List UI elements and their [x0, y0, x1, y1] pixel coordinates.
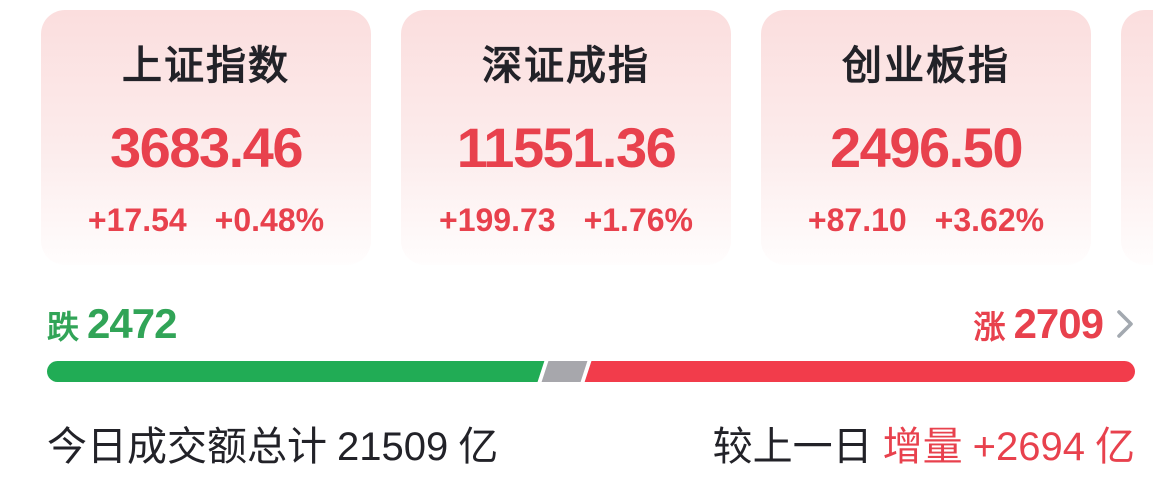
index-change-row: +199.73 +1.76% [439, 204, 693, 236]
index-card-shenzhen-component[interactable]: 深证成指 11551.36 +199.73 +1.76% [401, 10, 731, 265]
advancers-count: 2709 [1013, 300, 1104, 347]
decliners-count: 2472 [87, 300, 177, 347]
turnover-delta-value: +2694 [972, 425, 1085, 469]
index-card-partial[interactable] [1121, 10, 1153, 265]
turnover-row: 今日成交额总计 21509 亿 较上一日 增量 +2694 亿 [47, 424, 1135, 470]
index-change: +199.73 [439, 202, 556, 238]
index-change: +87.10 [807, 202, 907, 238]
index-cards-row[interactable]: 上证指数 3683.46 +17.54 +0.48% 深证成指 11551.36… [41, 10, 1153, 265]
turnover-vs-previous: 较上一日 增量 +2694 亿 [713, 424, 1135, 470]
decliners-label: 跌 [47, 309, 80, 345]
turnover-delta-label: 增量 [882, 425, 963, 469]
index-value: 11551.36 [456, 116, 677, 179]
advancers-label: 涨 [973, 309, 1006, 345]
decliners-bar-segment [47, 361, 578, 382]
advance-decline-row[interactable]: 跌 2472 涨 2709 [47, 303, 1135, 345]
index-value: 2496.50 [830, 116, 1023, 179]
index-card-shanghai-composite[interactable]: 上证指数 3683.46 +17.54 +0.48% [41, 10, 371, 265]
advancers-stat: 涨 2709 [973, 300, 1104, 347]
index-change: +17.54 [87, 202, 187, 238]
index-change-pct: +3.62% [934, 202, 1045, 238]
turnover-today-label: 今日成交额总计 [47, 425, 327, 469]
advancers-group[interactable]: 涨 2709 [974, 303, 1135, 345]
index-change-pct: +1.76% [583, 202, 693, 238]
index-change-row: +87.10 +3.62% [808, 204, 1044, 236]
chevron-right-icon[interactable] [1115, 308, 1135, 340]
index-name: 深证成指 [482, 44, 650, 88]
decliners-stat: 跌 2472 [47, 300, 177, 347]
index-card-chinext[interactable]: 创业板指 2496.50 +87.10 +3.62% [761, 10, 1091, 265]
index-change-row: +17.54 +0.48% [88, 204, 324, 236]
turnover-today-value: 21509 [337, 425, 449, 469]
unchanged-bar-segment [537, 361, 592, 382]
index-name: 上证指数 [122, 44, 290, 88]
turnover-vs-label: 较上一日 [712, 425, 873, 469]
index-value: 3683.46 [110, 116, 303, 179]
index-name: 创业板指 [842, 44, 1010, 88]
turnover-today: 今日成交额总计 21509 亿 [47, 424, 498, 470]
turnover-delta-unit: 亿 [1095, 425, 1135, 469]
advance-decline-bar [47, 361, 1135, 382]
advancers-bar-segment [577, 361, 1135, 382]
index-change-pct: +0.48% [214, 202, 325, 238]
turnover-today-unit: 亿 [458, 425, 499, 469]
